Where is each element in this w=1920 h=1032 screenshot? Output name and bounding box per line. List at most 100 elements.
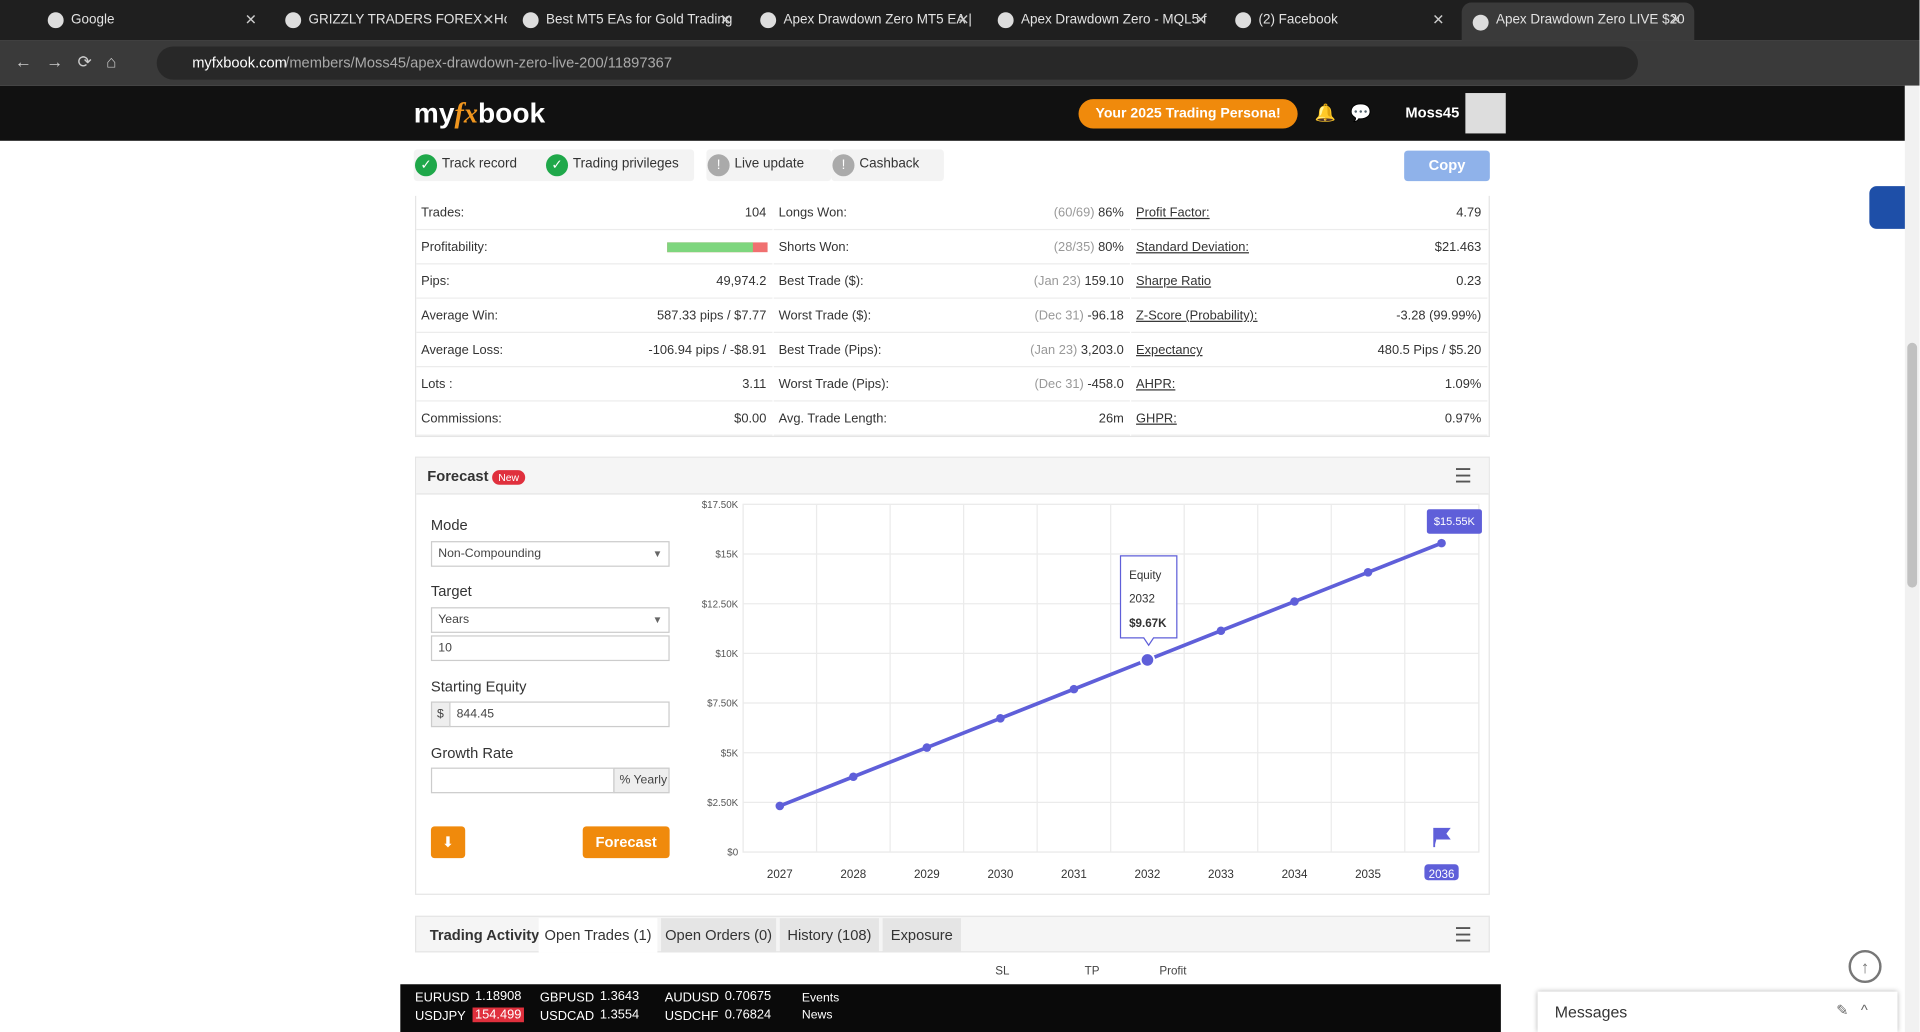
tab-close[interactable]: ✕: [1669, 11, 1683, 29]
status-icon: ✓: [545, 154, 569, 177]
tab-icon: [47, 12, 64, 29]
stat-label: Sharpe Ratio: [1136, 274, 1212, 289]
data-point: [1216, 626, 1226, 636]
stat-row: Pips: 49,974.2: [416, 264, 773, 299]
nav-buttons[interactable]: ← → ⟳ ⌂: [14, 51, 117, 72]
stat-value: (Jan 23) 3,203.0: [1030, 333, 1124, 367]
tab-close[interactable]: ✕: [482, 11, 495, 29]
tab-close[interactable]: ✕: [1432, 11, 1445, 29]
x-tick-label: 2033: [1208, 868, 1234, 881]
tab-close[interactable]: ✕: [244, 11, 258, 29]
browser-tab[interactable]: GRIZZLY TRADERS FOREX - Hon ✕: [274, 0, 507, 40]
stat-value: 3.11: [742, 367, 766, 401]
y-tick-label: $15K: [715, 550, 738, 561]
browser-tab[interactable]: Google ✕: [37, 0, 270, 40]
stat-number: 3,203.0: [1080, 342, 1124, 358]
stat-value: 104: [745, 196, 766, 230]
data-point: [1363, 568, 1373, 577]
stat-label: Best Trade (Pips):: [778, 342, 882, 358]
y-tick-label: $7.50K: [707, 699, 738, 710]
browser-tab[interactable]: Apex Drawdown Zero LIVE $20 ✕: [1461, 2, 1695, 41]
tab-icon: [760, 12, 777, 29]
stat-label: Shorts Won:: [778, 239, 850, 255]
quote-price: 1.3643: [599, 989, 640, 1004]
stat-value: (Dec 31) -96.18: [1034, 299, 1123, 333]
browser-tab[interactable]: Apex Drawdown Zero - MQL5 f ✕: [987, 0, 1220, 40]
tab-close[interactable]: ✕: [1194, 11, 1208, 29]
stat-row: Best Trade (Pips): (Jan 23) 3,203.0: [773, 333, 1130, 368]
growth-addon: % Yearly: [613, 767, 670, 794]
target-select[interactable]: Years ▼: [430, 607, 670, 633]
stat-row: Standard Deviation: $21.463: [1131, 230, 1488, 265]
browser-tab[interactable]: (2) Facebook ✕: [1224, 0, 1457, 40]
browser-tab[interactable]: Apex Drawdown Zero MT5 EA | ✕: [749, 0, 982, 40]
stat-number: 86%: [1098, 205, 1124, 221]
x-tick-label: 2036: [1429, 868, 1455, 881]
stat-note: (Jan 23): [1030, 342, 1078, 358]
address-bar[interactable]: myfxbook.com /members/Moss45/apex-drawdo…: [156, 46, 1638, 80]
tab-close[interactable]: ✕: [957, 11, 970, 29]
stat-row: Lots : 3.11: [416, 367, 773, 402]
status-icon: !: [707, 154, 730, 177]
stat-value: -3.28 (99.99%): [1396, 299, 1481, 333]
scrollbar[interactable]: [1904, 85, 1920, 1032]
scroll-top[interactable]: ↑: [1848, 949, 1882, 984]
tooltip-series: Equity: [1129, 569, 1161, 582]
messages-panel[interactable]: Messages ✎ ^: [1537, 991, 1898, 1032]
stat-label: GHPR:: [1136, 411, 1177, 427]
copy-label: Copy: [1428, 156, 1466, 174]
activity-tab[interactable]: History (108): [779, 918, 879, 953]
stat-label: Z-Score (Probability):: [1136, 308, 1258, 324]
stat-row: Expectancy 480.5 Pips / $5.20: [1131, 333, 1488, 368]
icons[interactable]: 🔔 💬: [1314, 102, 1372, 123]
download-button[interactable]: ⬇: [430, 826, 466, 859]
logo[interactable]: myfxbook: [414, 97, 545, 130]
ticker-bar: EURUSD 1.18908 GBPUSD 1.3643 AUDUSD 0.70675 US…: [400, 984, 1501, 1032]
stat-row: Trades: 104: [416, 196, 773, 231]
badge-label: Track record: [441, 156, 518, 172]
activity-tab[interactable]: Open Trades (1): [538, 918, 658, 953]
side-widget[interactable]: [1869, 186, 1907, 229]
equity-input[interactable]: 844.45: [449, 701, 670, 728]
tab-icon: [1235, 12, 1252, 29]
stat-label: Worst Trade (Pips):: [778, 377, 890, 392]
copy-button[interactable]: Copy: [1404, 150, 1490, 182]
forecast-button[interactable]: Forecast: [582, 826, 670, 859]
x-tick-label: 2032: [1135, 868, 1161, 881]
logo-part: book: [477, 96, 546, 129]
activity-tab[interactable]: Open Orders (0): [661, 918, 777, 953]
url-path: /members/Moss45/apex-drawdown-zero-live-…: [285, 53, 673, 72]
growth-input[interactable]: [430, 767, 615, 794]
user-name[interactable]: Moss45: [1405, 104, 1460, 122]
stat-label: Longs Won:: [778, 205, 847, 221]
stat-number: 587.33 pips / $7.77: [656, 308, 767, 324]
stat-value: $0.00: [734, 402, 766, 436]
stat-number: -3.28 (99.99%): [1396, 308, 1482, 324]
avatar[interactable]: [1465, 93, 1506, 134]
target-input[interactable]: 10: [430, 635, 670, 662]
stat-number: -106.94 pips / -$8.91: [648, 342, 767, 358]
settings-icon[interactable]: ☰: [1454, 466, 1472, 488]
quote-price: 154.499: [472, 1007, 524, 1023]
tab-close[interactable]: ✕: [719, 11, 733, 29]
settings-icon[interactable]: ☰: [1454, 925, 1472, 947]
browser-tab[interactable]: Best MT5 EAs for Gold Trading ✕: [512, 0, 745, 40]
tab-title: Google: [71, 12, 115, 27]
stat-value: 1.09%: [1445, 367, 1481, 401]
target-label: Target: [430, 582, 472, 600]
promo-button[interactable]: Your 2025 Trading Persona!: [1078, 99, 1298, 129]
value-label-bg: [1426, 509, 1482, 534]
stat-label: Avg. Trade Length:: [778, 411, 887, 427]
stat-row: Average Loss: -106.94 pips / -$8.91: [416, 333, 773, 368]
activity-tab[interactable]: Exposure: [882, 918, 961, 953]
growth-unit: % Yearly: [619, 773, 668, 788]
stat-number: 0.97%: [1444, 411, 1482, 427]
tab-icon: [285, 12, 302, 29]
stat-number: 4.79: [1456, 205, 1482, 221]
stat-row: AHPR: 1.09%: [1131, 367, 1488, 402]
y-tick-label: $12.50K: [702, 599, 739, 610]
stat-value: 587.33 pips / $7.77: [657, 299, 766, 333]
x-tick-label: 2030: [987, 868, 1013, 881]
stat-note: (60/69): [1053, 205, 1095, 221]
mode-select[interactable]: Non-Compounding ▼: [430, 541, 670, 567]
